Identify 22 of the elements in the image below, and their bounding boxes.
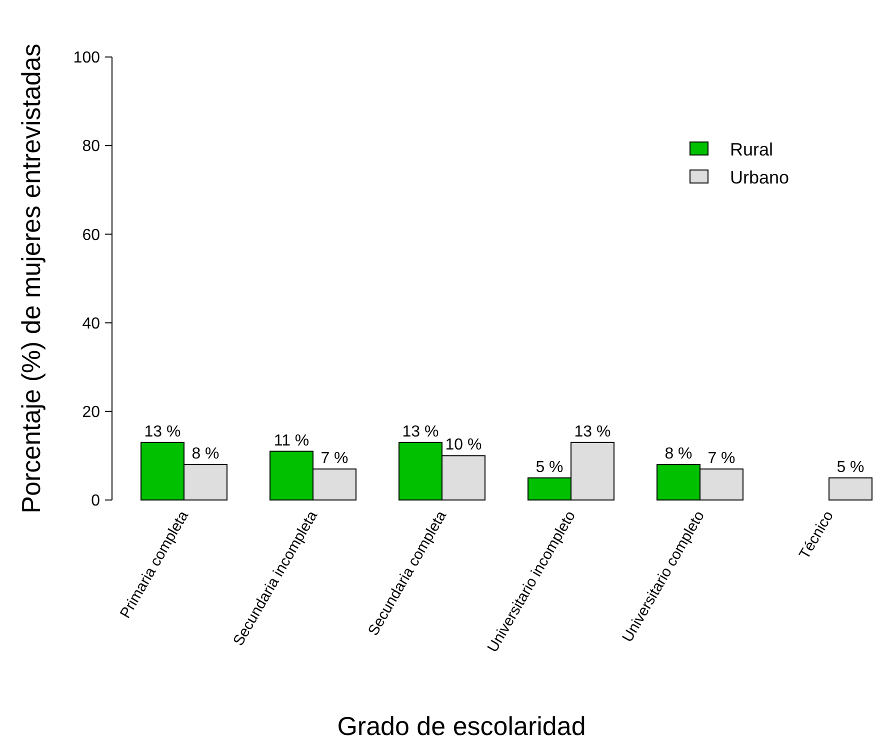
- y-tick-label: 100: [73, 50, 100, 67]
- bar: [828, 477, 872, 500]
- y-tick-label: 40: [82, 315, 100, 332]
- data-label: 7 %: [708, 450, 736, 467]
- data-label: 7 %: [320, 450, 348, 467]
- data-label: 5 %: [836, 458, 864, 476]
- data-label: 13 %: [574, 423, 611, 440]
- data-label: 5 %: [536, 458, 564, 476]
- y-tick-label: 60: [82, 226, 100, 244]
- data-label: 13 %: [144, 423, 181, 440]
- data-label: 10 %: [445, 436, 482, 454]
- x-axis-title: Grado de escolaridad: [337, 711, 586, 741]
- data-label: 8 %: [664, 446, 692, 463]
- y-tick-label: 20: [82, 404, 100, 421]
- y-tick-label: 80: [82, 138, 100, 156]
- y-tick-label: 0: [91, 492, 100, 510]
- legend-label: Rural: [730, 139, 774, 160]
- legend-label: Urbano: [730, 167, 790, 188]
- data-label: 13 %: [402, 423, 439, 440]
- data-label: 11 %: [274, 432, 310, 450]
- data-label: 8 %: [192, 446, 220, 463]
- y-axis-title: Porcentaje (%) de mujeres entrevistadas: [16, 44, 46, 514]
